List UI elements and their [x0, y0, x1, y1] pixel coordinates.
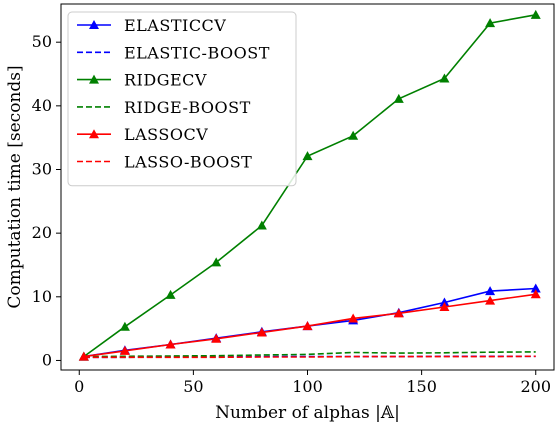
- data-point: [530, 9, 541, 19]
- legend-item: ELASTIC-BOOST: [77, 43, 270, 62]
- data-point: [211, 333, 222, 343]
- series-lassocv: [78, 289, 541, 361]
- legend-label: RIDGE-BOOST: [124, 98, 251, 117]
- y-axis: 0 10 20 30 40 50: [32, 32, 61, 369]
- legend-label: ELASTICCV: [124, 16, 226, 35]
- data-point: [439, 301, 450, 311]
- data-point: [165, 339, 176, 349]
- legend-item: LASSOCV: [77, 125, 208, 144]
- legend-box: [67, 11, 297, 187]
- data-point: [348, 130, 359, 140]
- x-axis-label: Number of alphas |𝔸|: [215, 403, 400, 423]
- data-point: [256, 220, 267, 230]
- series-elasticcv: [78, 283, 541, 361]
- x-axis: 0 50 100 150 200: [74, 370, 551, 396]
- legend-item: LASSO-BOOST: [77, 153, 252, 172]
- legend-marker: [89, 20, 99, 29]
- data-point: [302, 151, 313, 161]
- data-point: [211, 257, 222, 267]
- data-point: [530, 283, 541, 293]
- legend-label: LASSO-BOOST: [124, 153, 252, 172]
- data-point: [485, 295, 496, 305]
- y-tick-label: 0: [42, 350, 52, 369]
- legend-label: RIDGECV: [124, 71, 207, 90]
- data-point: [119, 321, 130, 331]
- x-tick-label: 100: [292, 377, 323, 396]
- data-point: [393, 308, 404, 318]
- x-tick-label: 200: [520, 377, 551, 396]
- legend-item: ELASTICCV: [77, 16, 226, 35]
- data-point: [256, 327, 267, 337]
- y-tick-label: 10: [32, 287, 52, 306]
- data-point: [439, 73, 450, 83]
- data-point: [302, 321, 313, 331]
- data-point: [485, 18, 496, 28]
- y-tick-label: 40: [32, 96, 52, 115]
- legend-marker: [89, 74, 99, 84]
- data-point: [119, 345, 130, 355]
- legend-marker: [89, 129, 99, 139]
- data-point: [78, 351, 89, 361]
- x-tick-label: 0: [74, 377, 84, 396]
- legend-item: RIDGE-BOOST: [77, 98, 251, 117]
- y-axis-label: Computation time [seconds]: [5, 65, 25, 308]
- legend: ELASTICCV ELASTIC-BOOST RIDGECV RIDGE-BOOST…: [67, 11, 297, 187]
- y-tick-label: 30: [32, 159, 52, 178]
- legend-item: RIDGECV: [77, 71, 207, 90]
- data-point: [348, 313, 359, 323]
- data-point: [165, 289, 176, 299]
- x-tick-label: 50: [183, 377, 203, 396]
- series-layer: [78, 9, 541, 361]
- data-point: [485, 286, 496, 296]
- y-tick-label: 20: [32, 223, 52, 242]
- x-tick-label: 150: [406, 377, 437, 396]
- legend-label: LASSOCV: [124, 125, 208, 144]
- data-point: [530, 289, 541, 299]
- y-tick-label: 50: [32, 32, 52, 51]
- data-point: [393, 93, 404, 103]
- legend-label: ELASTIC-BOOST: [124, 43, 270, 62]
